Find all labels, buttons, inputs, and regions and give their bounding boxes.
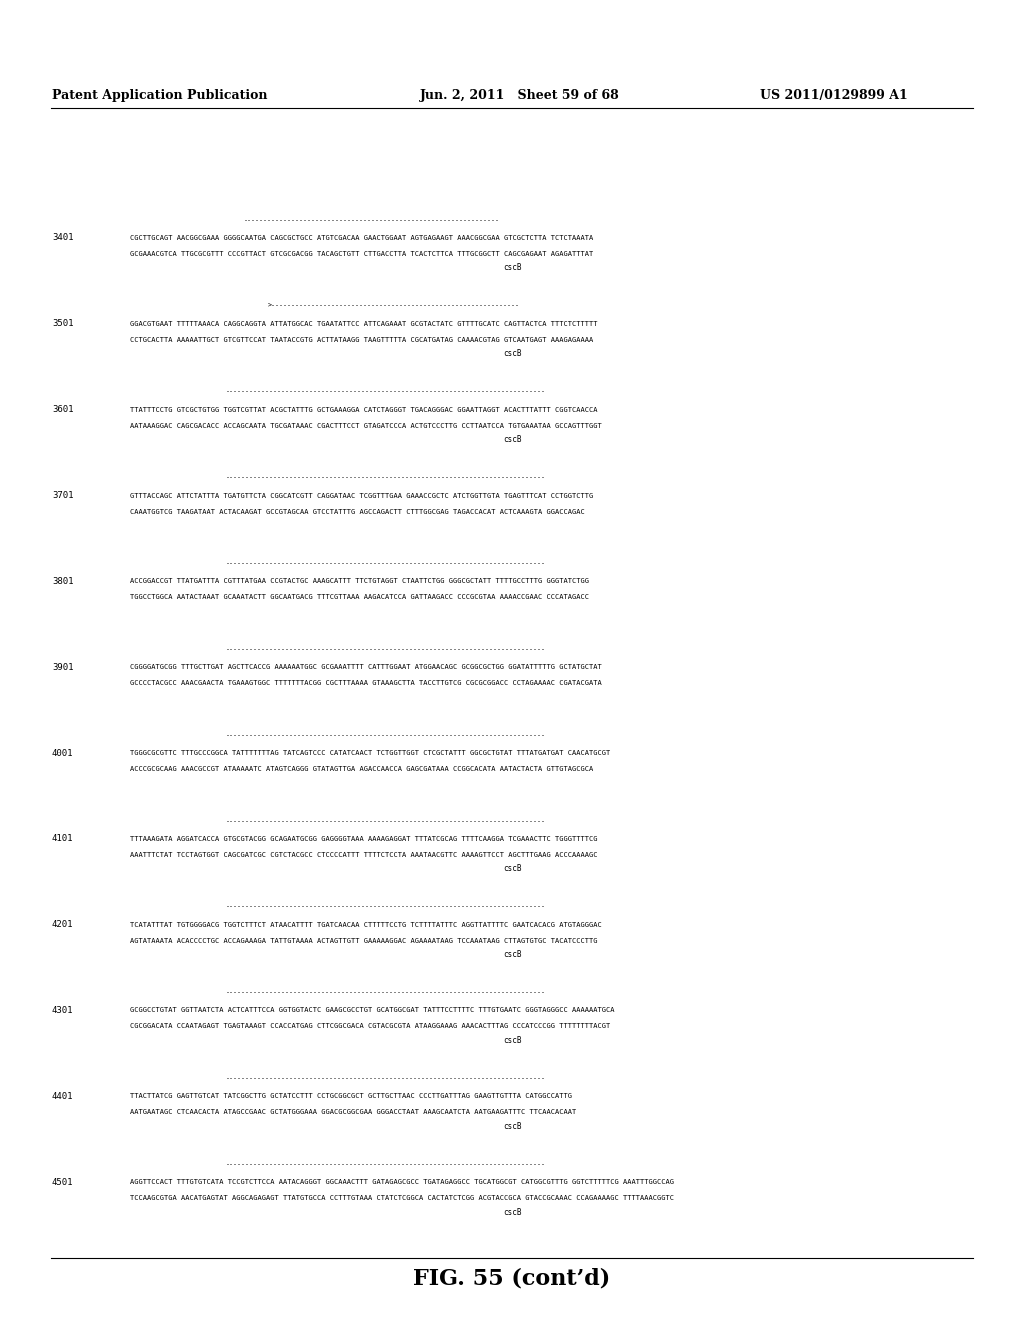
Text: US 2011/0129899 A1: US 2011/0129899 A1 (760, 88, 907, 102)
Text: --------------------------------------------------------------------------------: ----------------------------------------… (226, 990, 546, 995)
Text: AATAAAGGAC CAGCGACACC ACCAGCAATA TGCGATAAAC CGACTTTCCT GTAGATCCCA ACTGTCCCTTG CC: AATAAAGGAC CAGCGACACC ACCAGCAATA TGCGATA… (130, 422, 602, 429)
Text: cscB: cscB (503, 350, 521, 358)
Text: --------------------------------------------------------------------------------: ----------------------------------------… (226, 818, 546, 824)
Text: 3701: 3701 (52, 491, 74, 500)
Text: 3401: 3401 (52, 234, 74, 243)
Text: AATGAATAGC CTCAACACTA ATAGCCGAAC GCTATGGGAAA GGACGCGGCGAA GGGACCTAAT AAAGCAATCTA: AATGAATAGC CTCAACACTA ATAGCCGAAC GCTATGG… (130, 1109, 577, 1115)
Text: 4201: 4201 (52, 920, 74, 929)
Text: Jun. 2, 2011   Sheet 59 of 68: Jun. 2, 2011 Sheet 59 of 68 (420, 88, 620, 102)
Text: --------------------------------------------------------------------------------: ----------------------------------------… (226, 647, 546, 652)
Text: GTTTACCAGC ATTCTATTTA TGATGTTCTA CGGCATCGTT CAGGATAAC TCGGTTTGAA GAAACCGCTC ATCT: GTTTACCAGC ATTCTATTTA TGATGTTCTA CGGCATC… (130, 492, 593, 499)
Text: 4301: 4301 (52, 1006, 74, 1015)
Text: --------------------------------------------------------------------------------: ----------------------------------------… (226, 474, 546, 480)
Text: cscB: cscB (503, 865, 521, 874)
Text: 3501: 3501 (52, 319, 74, 329)
Text: 4101: 4101 (52, 834, 74, 843)
Text: cscB: cscB (503, 1122, 521, 1131)
Text: ----------------------------------------------------------------: ----------------------------------------… (244, 216, 500, 223)
Text: ACCCGCGCAAG AAACGCCGT ATAAAAATC ATAGTCAGGG GTATAGTTGA AGACCAACCA GAGCGATAAA CCGG: ACCCGCGCAAG AAACGCCGT ATAAAAATC ATAGTCAG… (130, 766, 593, 772)
Text: >--------------------------------------------------------------: >---------------------------------------… (268, 302, 520, 309)
Text: GGACGTGAAT TTTTTAAACA CAGGCAGGTA ATTATGGCAC TGAATATTCC ATTCAGAAAT GCGTACTATC GTT: GGACGTGAAT TTTTTAAACA CAGGCAGGTA ATTATGG… (130, 321, 597, 327)
Text: CCTGCACTTA AAAAATTGCT GTCGTTCCAT TAATACCGTG ACTTATAAGG TAAGTTTTTA CGCATGATAG CAA: CCTGCACTTA AAAAATTGCT GTCGTTCCAT TAATACC… (130, 337, 593, 343)
Text: GCGGCCTGTAT GGTTAATCTA ACTCATTTCCA GGTGGTACTC GAAGCGCCTGT GCATGGCGAT TATTTCCTTTT: GCGGCCTGTAT GGTTAATCTA ACTCATTTCCA GGTGG… (130, 1007, 614, 1014)
Text: AAATTTCTAT TCCTAGTGGT CAGCGATCGC CGTCTACGCC CTCCCCATTT TTTTCTCCTA AAATAACGTTC AA: AAATTTCTAT TCCTAGTGGT CAGCGATCGC CGTCTAC… (130, 851, 597, 858)
Text: cscB: cscB (503, 950, 521, 960)
Text: CGGGGATGCGG TTTGCTTGAT AGCTTCACCG AAAAAATGGC GCGAAATTTT CATTTGGAAT ATGGAACAGC GC: CGGGGATGCGG TTTGCTTGAT AGCTTCACCG AAAAAA… (130, 664, 602, 671)
Text: GCGAAACGTCA TTGCGCGTTT CCCGTTACT GTCGCGACGG TACAGCTGTT CTTGACCTTA TCACTCTTCA TTT: GCGAAACGTCA TTGCGCGTTT CCCGTTACT GTCGCGA… (130, 251, 593, 257)
Text: TTACTTATCG GAGTTGTCAT TATCGGCTTG GCTATCCTTT CCTGCGGCGCT GCTTGCTTAAC CCCTTGATTTAG: TTACTTATCG GAGTTGTCAT TATCGGCTTG GCTATCC… (130, 1093, 572, 1100)
Text: AGTATAAATA ACACCCCTGC ACCAGAAAGA TATTGTAAAA ACTAGTTGTT GAAAAAGGAC AGAAAATAAG TCC: AGTATAAATA ACACCCCTGC ACCAGAAAGA TATTGTA… (130, 937, 597, 944)
Text: 3901: 3901 (52, 663, 74, 672)
Text: 3801: 3801 (52, 577, 74, 586)
Text: TTTAAAGATA AGGATCACCA GTGCGTACGG GCAGAATGCGG GAGGGGTAAA AAAAGAGGAT TTTATCGCAG TT: TTTAAAGATA AGGATCACCA GTGCGTACGG GCAGAAT… (130, 836, 597, 842)
Text: TTATTTCCTG GTCGCTGTGG TGGTCGTTAT ACGCTATTTG GCTGAAAGGA CATCTAGGGT TGACAGGGAC GGA: TTATTTCCTG GTCGCTGTGG TGGTCGTTAT ACGCTAT… (130, 407, 597, 413)
Text: 4401: 4401 (52, 1092, 74, 1101)
Text: CAAATGGTCG TAAGATAAT ACTACAAGAT GCCGTAGCAA GTCCTATTTG AGCCAGACTT CTTTGGCGAG TAGA: CAAATGGTCG TAAGATAAT ACTACAAGAT GCCGTAGC… (130, 508, 585, 515)
Text: Patent Application Publication: Patent Application Publication (52, 88, 267, 102)
Text: TCCAAGCGTGA AACATGAGTAT AGGCAGAGAGT TTATGTGCCA CCTTTGTAAA CTATCTCGGCA CACTATCTCG: TCCAAGCGTGA AACATGAGTAT AGGCAGAGAGT TTAT… (130, 1195, 674, 1201)
Text: CGCGGACATA CCAATAGAGT TGAGTAAAGT CCACCATGAG CTTCGGCGACA CGTACGCGTA ATAAGGAAAG AA: CGCGGACATA CCAATAGAGT TGAGTAAAGT CCACCAT… (130, 1023, 610, 1030)
Text: --------------------------------------------------------------------------------: ----------------------------------------… (226, 388, 546, 395)
Text: cscB: cscB (503, 264, 521, 272)
Text: 4001: 4001 (52, 748, 74, 758)
Text: FIG. 55 (cont’d): FIG. 55 (cont’d) (414, 1267, 610, 1290)
Text: 3601: 3601 (52, 405, 74, 414)
Text: 4501: 4501 (52, 1177, 74, 1187)
Text: CGCTTGCAGT AACGGCGAAA GGGGCAATGA CAGCGCTGCC ATGTCGACAA GAACTGGAAT AGTGAGAAGT AAA: CGCTTGCAGT AACGGCGAAA GGGGCAATGA CAGCGCT… (130, 235, 593, 242)
Text: GCCCCTACGCC AAACGAACTA TGAAAGTGGC TTTTTTTACGG CGCTTTAAAA GTAAAGCTTA TACCTTGTCG C: GCCCCTACGCC AAACGAACTA TGAAAGTGGC TTTTTT… (130, 680, 602, 686)
Text: ACCGGACCGT TTATGATTTA CGTTTATGAA CCGTACTGC AAAGCATTT TTCTGTAGGT CTAATTCTGG GGGCG: ACCGGACCGT TTATGATTTA CGTTTATGAA CCGTACT… (130, 578, 589, 585)
Text: --------------------------------------------------------------------------------: ----------------------------------------… (226, 560, 546, 566)
Text: cscB: cscB (503, 436, 521, 444)
Text: --------------------------------------------------------------------------------: ----------------------------------------… (226, 733, 546, 738)
Text: TGGGCGCGTTC TTTGCCCGGCA TATTTTTTTAG TATCAGTCCC CATATCAACT TCTGGTTGGT CTCGCTATTT : TGGGCGCGTTC TTTGCCCGGCA TATTTTTTTAG TATC… (130, 750, 610, 756)
Text: --------------------------------------------------------------------------------: ----------------------------------------… (226, 1076, 546, 1081)
Text: cscB: cscB (503, 1036, 521, 1045)
Text: AGGTTCCACT TTTGTGTCATA TCCGTCTTCCA AATACAGGGT GGCAAACTTT GATAGAGCGCC TGATAGAGGCC: AGGTTCCACT TTTGTGTCATA TCCGTCTTCCA AATAC… (130, 1179, 674, 1185)
Text: --------------------------------------------------------------------------------: ----------------------------------------… (226, 1162, 546, 1167)
Text: TGGCCTGGCA AATACTAAAT GCAAATACTT GGCAATGACG TTTCGTTAAA AAGACATCCA GATTAAGACC CCC: TGGCCTGGCA AATACTAAAT GCAAATACTT GGCAATG… (130, 594, 589, 601)
Text: cscB: cscB (503, 1208, 521, 1217)
Text: TCATATTTAT TGTGGGGACG TGGTCTTTCT ATAACATTTT TGATCAACAA CTTTTTCCTG TCTTTTATTTC AG: TCATATTTAT TGTGGGGACG TGGTCTTTCT ATAACAT… (130, 921, 602, 928)
Text: --------------------------------------------------------------------------------: ----------------------------------------… (226, 904, 546, 909)
